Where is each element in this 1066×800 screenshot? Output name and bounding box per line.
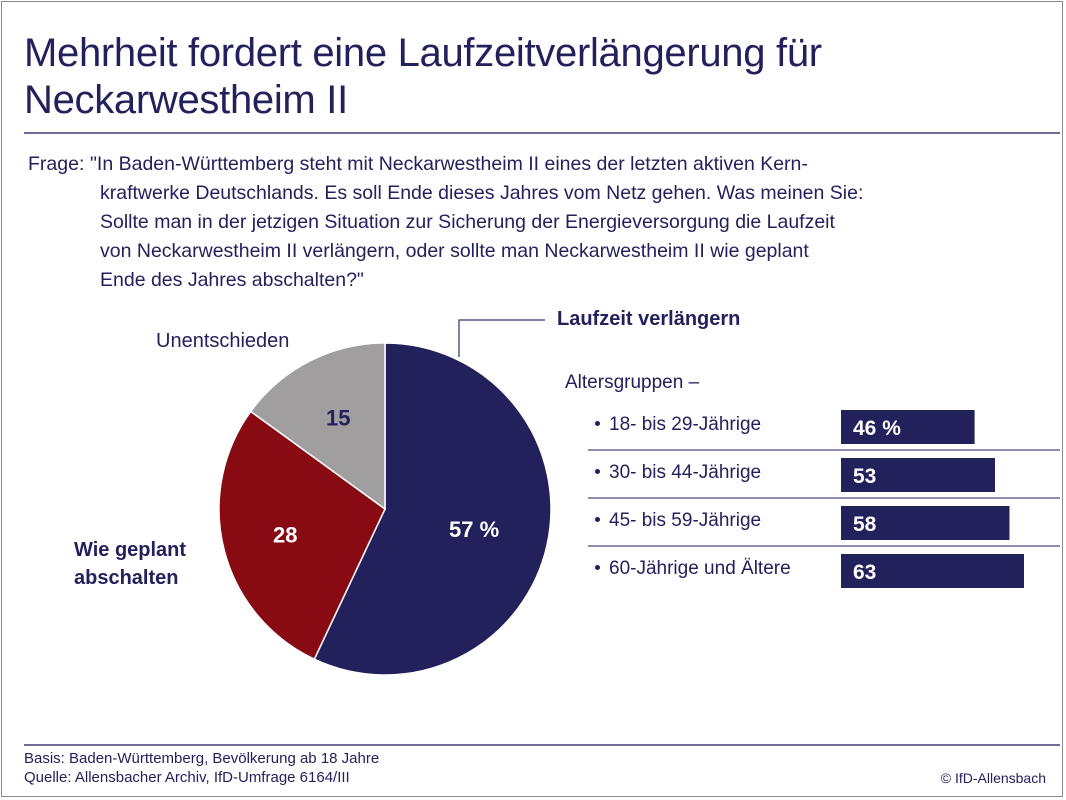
pie-value-label: 28 [273,523,297,548]
title-rule [24,132,1060,134]
row-divider [588,545,1060,547]
question-label: Frage: [28,153,85,175]
footer-copyright: © IfD-Allensbach [940,770,1046,786]
bar [841,554,1024,588]
page-title: Mehrheit fordert eine Laufzeitverlängeru… [24,30,1024,124]
pie-value-label: 57 % [449,517,499,542]
bar-chart: 46 % 53 58 63 [841,410,1024,588]
age-category: 18- bis 29-Jährige [609,414,762,435]
question-line-3: Sollte man in der jetzigen Situation zur… [100,211,835,233]
bullet-icon [595,564,600,570]
question-line-1: "In Baden-Württemberg steht mit Neckarwe… [90,153,808,175]
age-category: 60-Jährige und Ältere [609,558,791,579]
age-row-label: 30- bis 44-Jährige [595,462,761,484]
question-line-2: kraftwerke Deutschlands. Es soll Ende di… [100,182,864,204]
question-line-5: Ende des Jahres abschalten?" [100,269,364,291]
label-shutdown: Wie geplant abschalten [74,536,186,592]
pie-slice-wie-geplant-abschalten [218,410,386,661]
age-category: 45- bis 59-Jährige [609,510,762,531]
question-text: "In Baden-Württemberg steht mit Neckarwe… [90,150,1040,295]
age-category: 30- bis 44-Jährige [609,462,762,483]
row-divider [588,449,1060,451]
age-row-label: 18- bis 29-Jährige [595,414,761,436]
footer-basis: Basis: Baden-Württemberg, Bevölkerung ab… [24,750,380,767]
title-line-2: Neckarwestheim II [24,78,348,122]
label-undecided: Unentschieden [156,330,290,352]
label-shutdown-line-1: Wie geplant [74,539,187,561]
pie-value-label: 15 [326,405,350,430]
bar [841,506,1010,540]
footer-source: Quelle: Allensbacher Archiv, IfD-Umfrage… [24,769,350,786]
label-shutdown-line-2: abschalten [74,567,179,589]
question-line-4: von Neckarwestheim II verlängern, oder s… [100,240,809,262]
bar-value-label: 46 % [853,417,901,440]
bar-value-label: 53 [853,465,876,488]
label-age-groups: Altersgruppen – [565,372,700,393]
bullet-icon [595,516,600,522]
bar [841,458,995,492]
footer-rule [24,744,1060,746]
label-extend: Laufzeit verlängern [557,308,741,330]
row-divider [588,497,1060,499]
age-row-label: 60-Jährige und Ältere [595,558,791,580]
pie-slice-unentschieden [249,342,386,511]
bar [841,410,975,444]
bullet-icon [595,420,600,426]
age-row-label: 45- bis 59-Jährige [595,510,761,532]
bullet-icon [595,468,600,474]
bar-value-label: 58 [853,513,877,536]
bar-value-label: 63 [853,561,876,584]
pie-slice-laufzeit-verlängern [313,342,552,676]
leader-line [458,319,545,357]
pie-chart: 57 % 28 15 [218,342,552,676]
title-line-1: Mehrheit fordert eine Laufzeitverlängeru… [24,31,822,75]
